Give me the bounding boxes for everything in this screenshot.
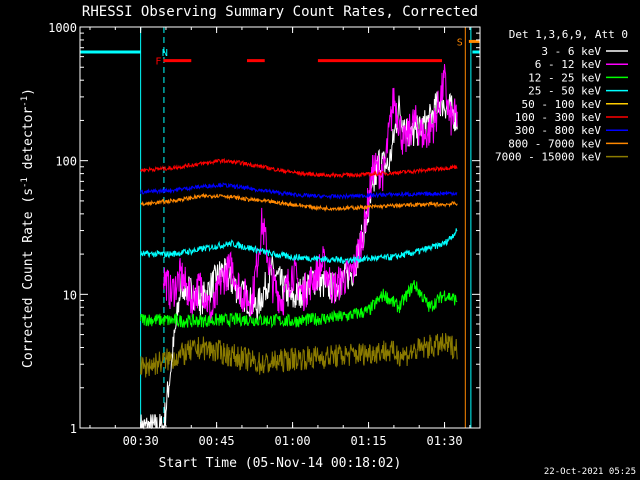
x-axis-label: Start Time (05-Nov-14 00:18:02) bbox=[159, 456, 402, 471]
series-line bbox=[140, 182, 458, 201]
y-axis-label: Corrected Count Rate (s-1 detector-1) bbox=[20, 88, 36, 368]
y-tick-label: 10 bbox=[63, 288, 77, 302]
y-tick-label: 1 bbox=[70, 422, 77, 436]
legend-label: 300 - 800 keV bbox=[515, 124, 601, 137]
legend-label: 12 - 25 keV bbox=[528, 71, 601, 84]
legend-label: 3 - 6 keV bbox=[541, 45, 601, 58]
series-line bbox=[140, 157, 458, 179]
legend-label: 25 - 50 keV bbox=[528, 85, 601, 98]
series-line bbox=[140, 192, 458, 212]
y-axis-ticks: 1 10 100 1000 bbox=[48, 21, 480, 436]
axes-frame bbox=[79, 26, 481, 429]
legend-label: 50 - 100 keV bbox=[522, 98, 602, 111]
plot-area: NF S bbox=[80, 27, 480, 430]
legend-label: 6 - 12 keV bbox=[535, 58, 602, 71]
x-tick-label: 01:00 bbox=[275, 434, 311, 448]
y-axis-label-part: ) bbox=[21, 88, 36, 96]
x-tick-label: 01:15 bbox=[351, 434, 387, 448]
series-line bbox=[162, 63, 458, 323]
x-axis-ticks: 00:30 00:45 01:00 01:15 01:30 bbox=[89, 27, 471, 448]
state-bar-label: F bbox=[155, 57, 161, 68]
series-line bbox=[140, 333, 458, 378]
legend-label: 100 - 300 keV bbox=[515, 111, 601, 124]
y-axis-label-sup: -1 bbox=[20, 177, 30, 188]
footer-timestamp: 22-Oct-2021 05:25 bbox=[544, 467, 636, 477]
y-tick-label: 100 bbox=[55, 155, 77, 169]
x-tick-label: 01:30 bbox=[426, 434, 462, 448]
series-line bbox=[140, 228, 458, 265]
y-tick-label: 1000 bbox=[48, 21, 77, 35]
chart-title: RHESSI Observing Summary Count Rates, Co… bbox=[82, 4, 478, 20]
state-bar-label: N bbox=[162, 48, 168, 59]
legend-label: 800 - 7000 keV bbox=[508, 137, 601, 150]
legend-label: 7000 - 15000 keV bbox=[495, 151, 601, 164]
y-axis-label-sup: -1 bbox=[20, 96, 30, 107]
state-bar-label: S bbox=[457, 37, 463, 48]
x-tick-label: 00:30 bbox=[123, 434, 159, 448]
legend-header: Det 1,3,6,9, Att 0 bbox=[509, 28, 628, 41]
y-axis-label-part: Corrected Count Rate (s bbox=[21, 188, 36, 368]
y-axis-label-part: detector bbox=[21, 107, 36, 178]
series-line bbox=[140, 279, 458, 329]
x-tick-label: 00:45 bbox=[199, 434, 235, 448]
